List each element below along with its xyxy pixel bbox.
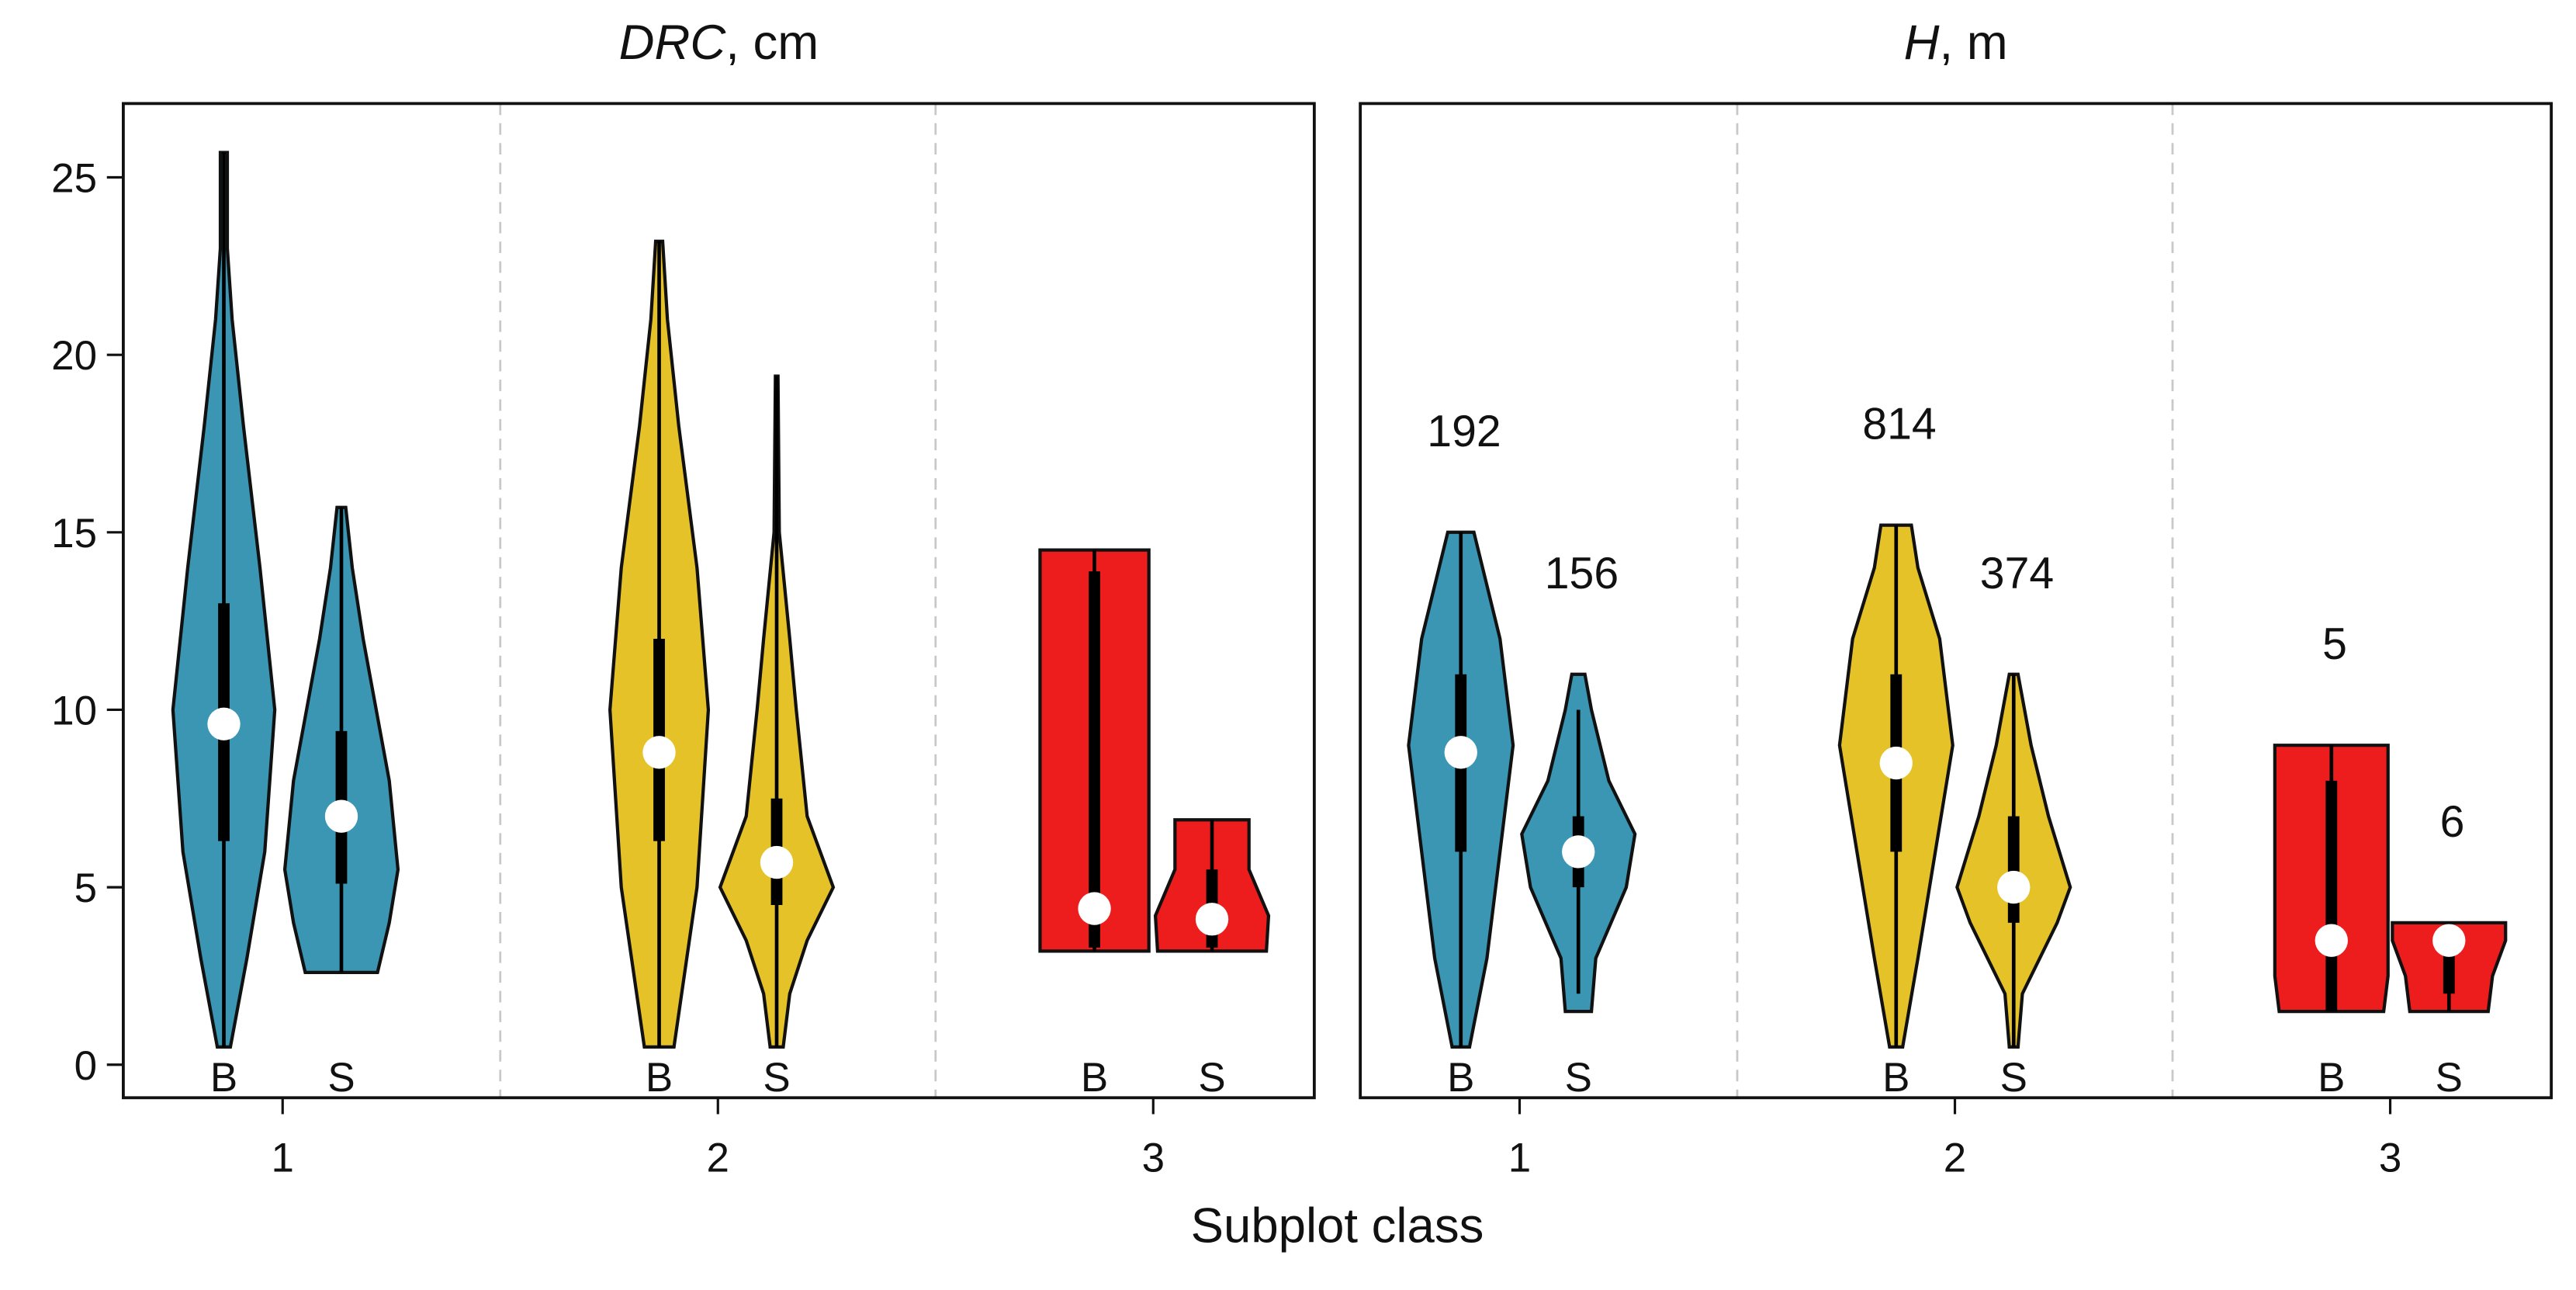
- x-tick-label: 1: [1508, 1136, 1531, 1181]
- y-tick-label: 15: [51, 511, 97, 557]
- x-tick-label: 2: [1944, 1136, 1966, 1181]
- median-dot: [2432, 924, 2466, 957]
- x-tick-label: 1: [272, 1136, 294, 1181]
- group-label: S: [2000, 1055, 2027, 1101]
- group-label: S: [327, 1055, 355, 1101]
- group-label: B: [1882, 1055, 1909, 1101]
- y-tick-label: 0: [74, 1043, 97, 1089]
- group-label: S: [1198, 1055, 1225, 1101]
- count-label: 814: [1862, 400, 1936, 449]
- group-label: S: [763, 1055, 790, 1101]
- panel-title: H, m: [1904, 16, 2008, 70]
- x-tick-label: 2: [707, 1136, 729, 1181]
- y-tick-label: 25: [51, 156, 97, 202]
- group-label: B: [646, 1055, 673, 1101]
- title-symbol: H: [1904, 16, 1940, 70]
- median-dot: [1879, 746, 1913, 780]
- group-label: B: [1081, 1055, 1108, 1101]
- median-dot: [642, 736, 676, 769]
- count-label: 374: [1980, 549, 2054, 598]
- median-dot: [1078, 892, 1111, 925]
- count-label: 156: [1545, 549, 1619, 598]
- y-tick-label: 5: [74, 865, 97, 911]
- y-tick-label: 20: [51, 333, 97, 379]
- median-dot: [324, 799, 358, 833]
- median-dot: [1444, 736, 1477, 769]
- count-label: 6: [2440, 797, 2465, 847]
- panel-frame: [122, 102, 1316, 1100]
- panel-frame: [1359, 102, 2553, 1100]
- median-dot: [2315, 924, 2348, 957]
- x-tick-label: 3: [1142, 1136, 1165, 1181]
- title-symbol: DRC: [619, 16, 727, 70]
- count-label: 192: [1427, 407, 1501, 456]
- median-dot: [1562, 835, 1595, 869]
- panel-title: DRC, cm: [619, 16, 819, 70]
- median-dot: [1195, 903, 1229, 936]
- group-label: S: [2436, 1055, 2463, 1101]
- count-label: 5: [2322, 619, 2347, 669]
- group-label: B: [2318, 1055, 2345, 1101]
- median-dot: [1997, 870, 2031, 904]
- y-tick-label: 10: [51, 688, 97, 734]
- x-axis-label: Subplot class: [1191, 1199, 1484, 1254]
- median-dot: [207, 707, 241, 740]
- group-label: B: [1447, 1055, 1474, 1101]
- group-label: B: [210, 1055, 237, 1101]
- median-dot: [760, 845, 794, 879]
- title-text: , m: [1939, 16, 2007, 70]
- group-label: S: [1565, 1055, 1592, 1101]
- x-tick-label: 3: [2379, 1136, 2401, 1181]
- title-text: , cm: [725, 16, 819, 70]
